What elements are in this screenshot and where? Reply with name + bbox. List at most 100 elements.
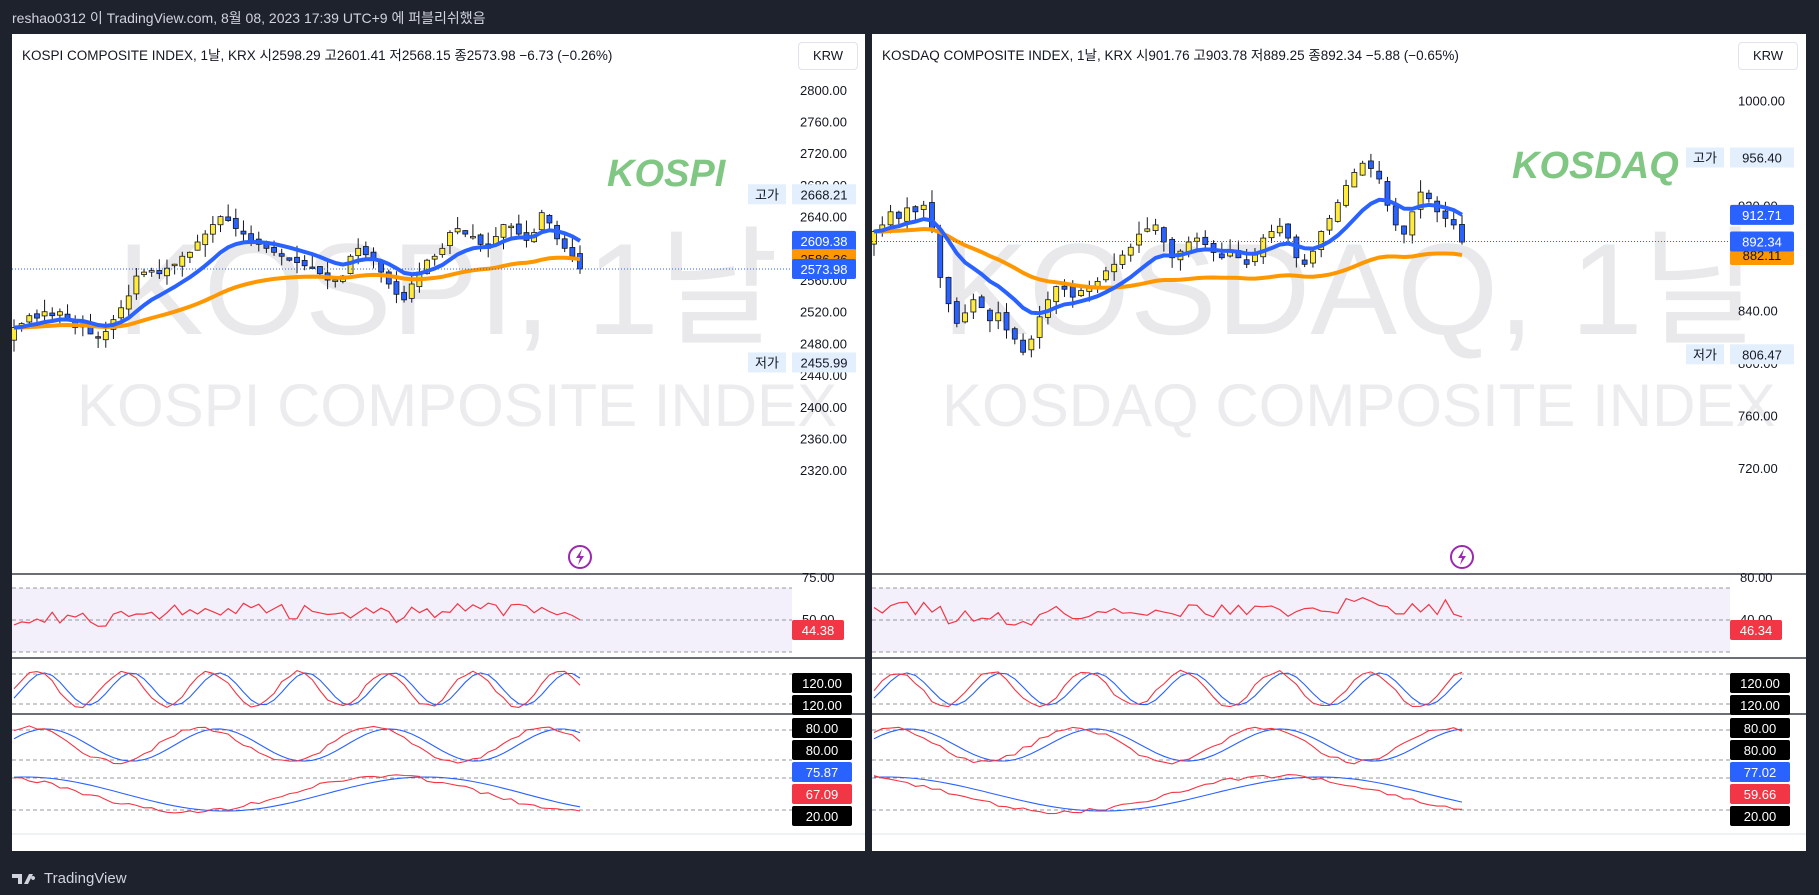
right-candle xyxy=(1194,237,1200,242)
right-high-value: 956.40 xyxy=(1742,150,1782,165)
right-candle xyxy=(978,296,985,309)
left-price-tick: 2320.00 xyxy=(800,463,847,478)
right-candle xyxy=(1127,246,1134,256)
left-stoch-k-line xyxy=(13,725,581,765)
right-watermark-big: KOSDAQ, 1날 xyxy=(942,216,1762,362)
kospi-currency-button[interactable]: KRW xyxy=(798,42,858,70)
left-stoch-badge: 67.09 xyxy=(806,787,839,802)
left-candle xyxy=(393,281,400,295)
right-candle xyxy=(1169,238,1176,259)
left-high-value: 2668.21 xyxy=(801,187,848,202)
left-stoch-badge-bg xyxy=(792,762,852,782)
chart-panel-kosdaq[interactable]: KOSDAQ, 1날 KOSDAQ COMPOSITE INDEX KOSDAQ 10… xyxy=(872,34,1806,851)
left-stoch-badge-bg xyxy=(792,673,852,693)
right-candle xyxy=(1069,286,1076,298)
right-stoch-badge: 120.00 xyxy=(1740,676,1780,691)
left-stoch-badge-bg xyxy=(792,740,852,760)
right-title-overlay: KOSDAQ xyxy=(1512,145,1679,187)
right-stoch-k-line xyxy=(873,774,1463,815)
right-candle xyxy=(1268,231,1275,239)
left-candle xyxy=(424,259,430,275)
left-candle xyxy=(232,217,239,229)
right-price-tick: 840.00 xyxy=(1738,303,1778,318)
right-rsi-tick: 80.00 xyxy=(1740,570,1773,585)
left-low-value: 2455.99 xyxy=(801,355,848,370)
publish-header: reshao0312 이 TradingView.com, 8월 08, 202… xyxy=(0,0,1819,34)
kosdaq-legend: KOSDAQ COMPOSITE INDEX, 1날, KRX 시901.76 … xyxy=(882,48,1459,63)
tradingview-logo[interactable]: TradingView xyxy=(12,870,127,887)
left-low-label-bg xyxy=(748,352,786,373)
left-candle xyxy=(515,223,522,235)
kosdaq-currency-button[interactable]: KRW xyxy=(1738,42,1798,70)
left-candle xyxy=(439,247,446,255)
left-ma-blue-line xyxy=(13,228,582,330)
right-candle xyxy=(987,309,993,322)
right-candle xyxy=(1392,205,1399,226)
left-candle xyxy=(102,331,109,341)
left-price-tick: 2640.00 xyxy=(800,210,847,225)
left-candle xyxy=(301,260,308,267)
left-low-label: 저가 xyxy=(755,355,779,370)
left-price-tick: 2800.00 xyxy=(800,83,847,98)
right-badge-last: 892.34 xyxy=(1742,235,1782,250)
left-price-tick: 2720.00 xyxy=(800,146,847,161)
right-candle xyxy=(1102,270,1109,281)
right-ma-orange-line xyxy=(873,226,1463,290)
right-candle xyxy=(962,312,968,323)
right-lightning-icon xyxy=(1458,549,1466,565)
left-stoch-badge-bg xyxy=(792,784,852,804)
chart-panel-kospi[interactable]: KOSPI, 1날 KOSPI COMPOSITE INDEX KOSPI 2800.… xyxy=(12,34,865,851)
right-candle xyxy=(1301,259,1308,265)
left-candle xyxy=(286,257,293,261)
left-candle xyxy=(447,232,453,247)
right-candle xyxy=(1459,224,1465,243)
right-stoch-badge-bg xyxy=(1730,762,1790,782)
right-candle xyxy=(1028,338,1035,351)
left-candle xyxy=(209,224,216,235)
right-candle xyxy=(1218,253,1225,259)
right-candle xyxy=(995,312,1002,322)
right-candle xyxy=(945,276,952,305)
kosdaq-chart-canvas[interactable]: KOSDAQ, 1날 KOSDAQ COMPOSITE INDEX KOSDAQ 10… xyxy=(872,34,1806,851)
left-price-tick: 2480.00 xyxy=(800,336,847,351)
right-rsi-badge-bg xyxy=(1730,620,1782,640)
left-candle xyxy=(248,233,255,241)
right-stoch-k-line xyxy=(873,726,1463,765)
left-stoch-badge: 80.00 xyxy=(806,743,839,758)
right-price-tick: 1000.00 xyxy=(1738,93,1785,108)
right-candle xyxy=(887,211,894,226)
left-stoch-k-line xyxy=(13,669,581,709)
right-candle xyxy=(1160,227,1167,243)
right-price-tick: 760.00 xyxy=(1738,408,1778,423)
right-candle xyxy=(1202,236,1209,246)
left-candle xyxy=(26,315,33,323)
left-watermark-small: KOSPI COMPOSITE INDEX xyxy=(77,372,837,439)
publish-text: reshao0312 이 TradingView.com, 8월 08, 202… xyxy=(12,10,486,26)
right-candle xyxy=(1409,211,1416,236)
right-candle xyxy=(1351,172,1358,188)
right-candle xyxy=(1343,185,1349,206)
left-lightning-icon xyxy=(576,549,584,565)
left-candle xyxy=(179,255,186,267)
right-candle xyxy=(1053,286,1060,303)
left-price-tick: 2360.00 xyxy=(800,432,847,447)
right-candle xyxy=(1401,225,1407,235)
left-candle xyxy=(202,233,209,246)
right-candle xyxy=(1243,259,1250,265)
left-stoch-badge-bg xyxy=(792,806,852,826)
right-stoch-badge: 80.00 xyxy=(1744,743,1777,758)
right-low-label: 저가 xyxy=(1693,347,1717,362)
left-rsi-tick: 75.00 xyxy=(802,570,835,585)
left-candle xyxy=(156,270,163,275)
right-badge-blue-bg xyxy=(1730,204,1794,225)
right-rsi-badge: 46.34 xyxy=(1740,623,1773,638)
right-stoch-badge-bg xyxy=(1730,695,1790,715)
right-candle xyxy=(912,206,919,213)
left-rsi-badge-bg xyxy=(792,620,844,640)
kospi-legend: KOSPI COMPOSITE INDEX, 1날, KRX 시2598.29 … xyxy=(22,48,613,63)
left-candle xyxy=(95,336,102,339)
left-stoch-badge-bg xyxy=(792,695,852,715)
right-badge-last-bg xyxy=(1730,231,1794,252)
right-candle xyxy=(1285,223,1291,239)
